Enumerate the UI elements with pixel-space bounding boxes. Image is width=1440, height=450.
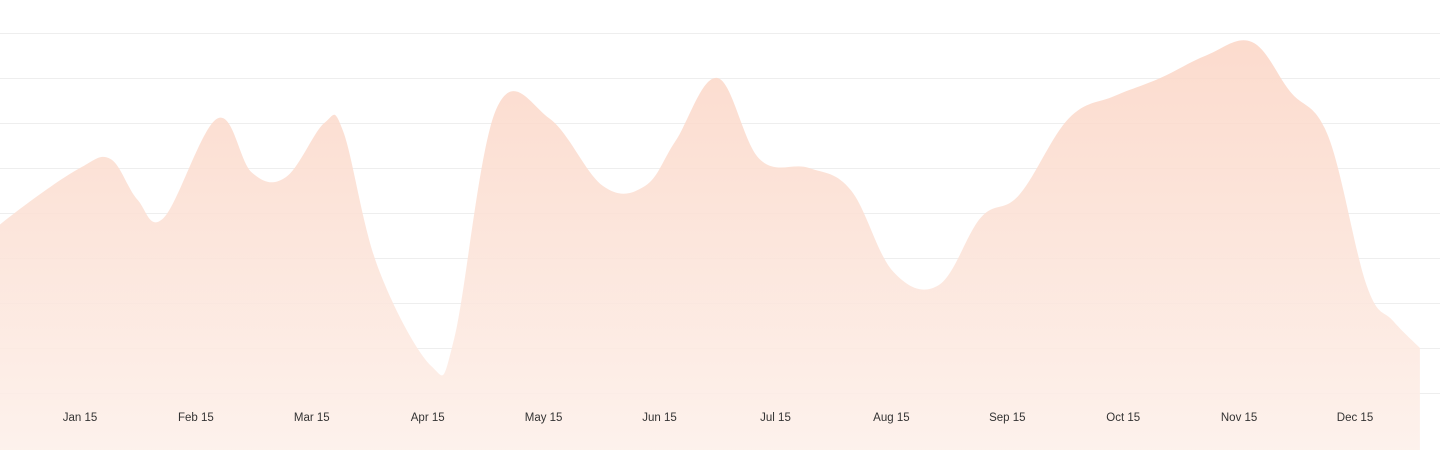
x-tick-label: May 15: [525, 412, 563, 424]
x-tick-label: Feb 15: [178, 412, 214, 424]
x-tick-label: Dec 15: [1337, 412, 1373, 424]
x-axis-ticks: Jan 15 Feb 15 Mar 15 Apr 15 May 15 Jun 15 Jul …: [63, 412, 1373, 424]
x-tick-label: Jul 15: [760, 412, 791, 424]
x-tick-label: Oct 15: [1106, 412, 1140, 424]
x-tick-label: Nov 15: [1221, 412, 1257, 424]
x-tick-label: Aug 15: [873, 412, 909, 424]
x-tick-label: Mar 15: [294, 412, 330, 424]
x-tick-label: Sep 15: [989, 412, 1025, 424]
x-tick-label: Jun 15: [642, 412, 677, 424]
area-series: [0, 40, 1420, 450]
x-tick-label: Jan 15: [63, 412, 98, 424]
area-fill: [0, 40, 1420, 450]
x-tick-label: Apr 15: [411, 412, 445, 424]
